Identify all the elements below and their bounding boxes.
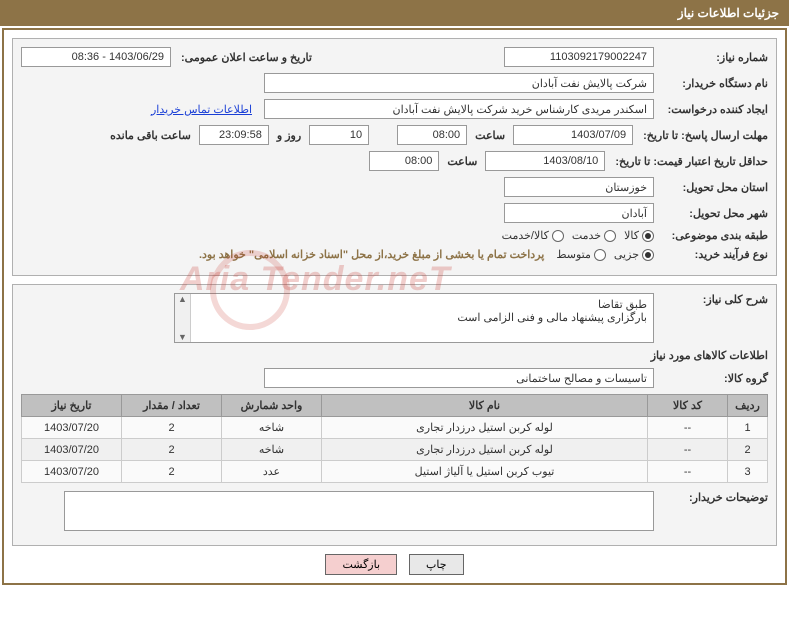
table-cell: لوله کربن استیل درزدار تجاری [322,417,648,439]
requester-label: ایجاد کننده درخواست: [658,103,768,116]
print-button[interactable]: چاپ [409,554,464,575]
table-cell: 2 [122,439,222,461]
need-no-field: 1103092179002247 [504,47,654,67]
radio-goods-label: کالا [624,229,639,242]
main-panel: شماره نیاز: 1103092179002247 تاریخ و ساع… [2,28,787,585]
radio-partial[interactable]: جزیی [614,248,654,261]
city-field: آبادان [504,203,654,223]
table-header: ردیف [728,395,768,417]
proc-radio-group: جزیی متوسط [556,248,654,261]
buyer-comment-box[interactable] [64,491,654,531]
city-label: شهر محل تحویل: [658,207,768,220]
deadline-date-field: 1403/07/09 [513,125,633,145]
buyer-org-label: نام دستگاه خریدار: [658,77,768,90]
radio-service[interactable]: خدمت [572,229,616,242]
table-cell: 2 [122,461,222,483]
province-label: استان محل تحویل: [658,181,768,194]
table-cell: 1 [728,417,768,439]
deadline-label: مهلت ارسال پاسخ: تا تاریخ: [637,129,768,142]
deadline-time-field: 08:00 [397,125,467,145]
contact-link[interactable]: اطلاعات تماس خریدار [151,103,252,116]
radio-service-label: خدمت [572,229,601,242]
need-no-label: شماره نیاز: [658,51,768,64]
pub-datetime-label: تاریخ و ساعت اعلان عمومی: [175,51,312,64]
scrollbar[interactable]: ▲▼ [175,294,191,342]
table-header: کد کالا [648,395,728,417]
table-header: واحد شمارش [222,395,322,417]
remaining-label: ساعت باقی مانده [110,129,191,142]
table-header: نام کالا [322,395,648,417]
table-header: تعداد / مقدار [122,395,222,417]
buyer-org-field: شرکت پالایش نفت آبادان [264,73,654,93]
time-label-1: ساعت [475,129,505,142]
table-cell: 1403/07/20 [22,417,122,439]
table-cell: عدد [222,461,322,483]
province-field: خوزستان [504,177,654,197]
table-row: 3--تیوب کربن استیل یا آلیاژ استیلعدد2140… [22,461,768,483]
info-section: شماره نیاز: 1103092179002247 تاریخ و ساع… [12,38,777,276]
payment-note: پرداخت تمام یا بخشی از مبلغ خرید،از محل … [199,248,544,261]
subject-radio-group: کالا خدمت کالا/خدمت [502,229,654,242]
buyer-comment-label: توضیحات خریدار: [658,491,768,504]
desc-line-1: طبق تقاضا [199,298,647,311]
table-cell: لوله کربن استیل درزدار تجاری [322,439,648,461]
table-row: 1--لوله کربن استیل درزدار تجاریشاخه21403… [22,417,768,439]
pub-datetime-field: 1403/06/29 - 08:36 [21,47,171,67]
validity-date-field: 1403/08/10 [485,151,605,171]
radio-mid[interactable]: متوسط [556,248,606,261]
table-cell: -- [648,439,728,461]
radio-both-label: کالا/خدمت [502,229,549,242]
need-desc-label: شرح کلی نیاز: [658,293,768,306]
goods-group-field: تاسیسات و مصالح ساختمانی [264,368,654,388]
radio-both[interactable]: کالا/خدمت [502,229,564,242]
table-cell: شاخه [222,439,322,461]
back-button[interactable]: بازگشت [325,554,397,575]
table-cell: -- [648,417,728,439]
goods-table: ردیفکد کالانام کالاواحد شمارشتعداد / مقد… [21,394,768,483]
table-cell: 2 [122,417,222,439]
table-cell: شاخه [222,417,322,439]
time-left-field: 23:09:58 [199,125,269,145]
table-cell: -- [648,461,728,483]
subject-class-label: طبقه بندی موضوعی: [658,229,768,242]
proc-type-label: نوع فرآیند خرید: [658,248,768,261]
days-and-label: روز و [277,129,301,142]
validity-time-field: 08:00 [369,151,439,171]
radio-partial-label: جزیی [614,248,639,261]
table-cell: 3 [728,461,768,483]
table-header: تاریخ نیاز [22,395,122,417]
validity-label: حداقل تاریخ اعتبار قیمت: تا تاریخ: [609,155,768,168]
table-cell: 1403/07/20 [22,461,122,483]
table-cell: تیوب کربن استیل یا آلیاژ استیل [322,461,648,483]
panel-header: جزئیات اطلاعات نیاز [0,0,789,26]
time-label-2: ساعت [447,155,477,168]
table-cell: 2 [728,439,768,461]
table-cell: 1403/07/20 [22,439,122,461]
requester-field: اسکندر مریدی کارشناس خرید شرکت پالایش نف… [264,99,654,119]
goods-info-title: اطلاعات کالاهای مورد نیاز [21,349,768,362]
days-left-field: 10 [309,125,369,145]
goods-group-label: گروه کالا: [658,372,768,385]
table-row: 2--لوله کربن استیل درزدار تجاریشاخه21403… [22,439,768,461]
need-desc-textarea[interactable]: ▲▼ طبق تقاضا بارگزاری پیشنهاد مالی و فنی… [174,293,654,343]
radio-mid-label: متوسط [556,248,591,261]
desc-line-2: بارگزاری پیشنهاد مالی و فنی الزامی است [199,311,647,324]
radio-goods[interactable]: کالا [624,229,654,242]
desc-section: شرح کلی نیاز: ▲▼ طبق تقاضا بارگزاری پیشن… [12,284,777,546]
